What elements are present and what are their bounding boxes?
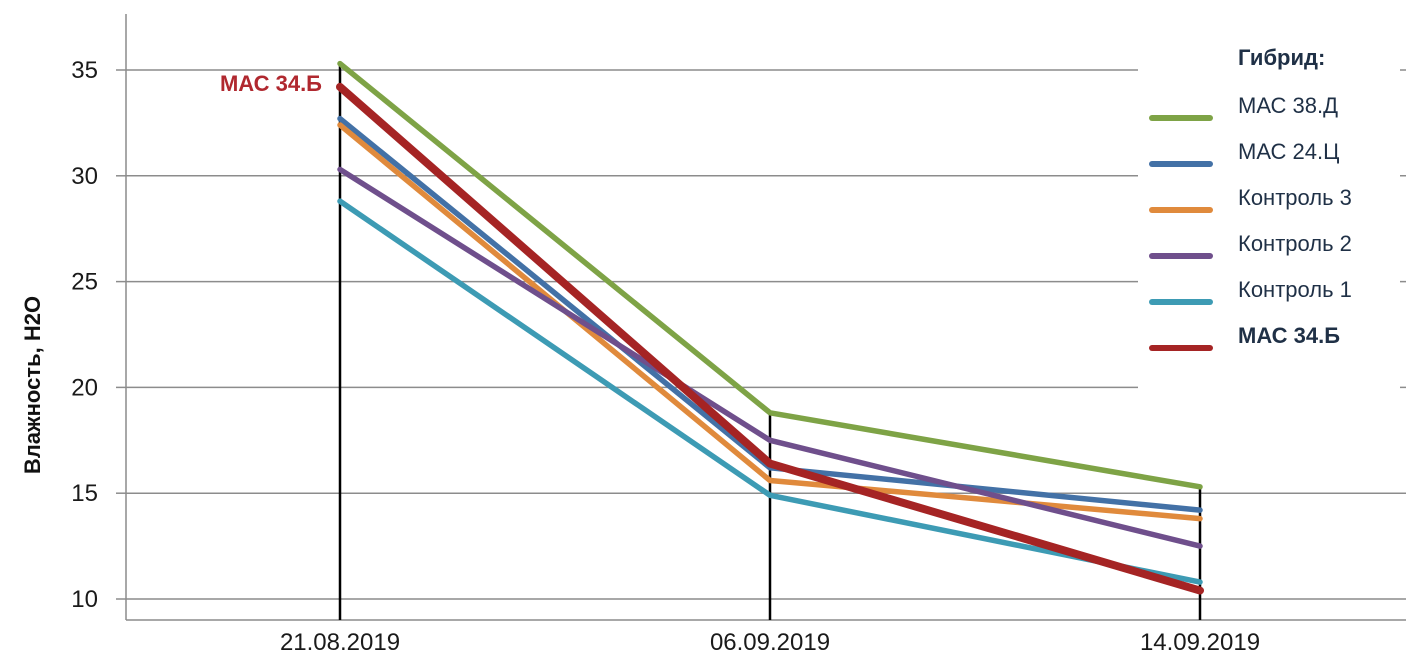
axes — [116, 14, 1406, 621]
x-tick-label: 21.08.2019 — [280, 629, 400, 652]
legend-label: Контроль 1 — [1238, 277, 1352, 302]
x-tick-label: 14.09.2019 — [1140, 629, 1260, 652]
series-line-3 — [337, 166, 1203, 549]
series-line-5 — [336, 82, 1204, 595]
legend-label: Контроль 2 — [1238, 231, 1352, 256]
legend-title: Гибрид: — [1238, 45, 1325, 70]
legend-items: МАС 38.Д МАС 24.Ц Контроль 3 Контроль 2 Конт… — [1149, 93, 1352, 351]
y-tick-labels: 10 15 20 25 30 35 — [71, 57, 98, 613]
y-tick-label: 20 — [71, 374, 98, 401]
x-tick-label: 06.09.2019 — [710, 629, 830, 652]
series-line-2 — [337, 122, 1203, 522]
annotations: МАС 34.Б — [220, 71, 322, 96]
x-tick-labels: 21.08.2019 06.09.2019 14.09.2019 — [280, 629, 1260, 652]
legend-label: Контроль 3 — [1238, 185, 1352, 210]
y-tick-label: 25 — [71, 269, 98, 296]
series-lines — [336, 60, 1204, 595]
legend-label: МАС 24.Ц — [1238, 139, 1339, 164]
y-tick-label: 10 — [71, 586, 98, 613]
y-tick-label: 30 — [71, 163, 98, 190]
series-line-0 — [337, 60, 1203, 490]
series-line-4 — [337, 198, 1203, 585]
y-tick-label: 15 — [71, 480, 98, 507]
y-axis-title: Влажность, H2O — [20, 296, 45, 474]
legend: Гибрид: МАС 38.Д МАС 24.Ц Контроль 3 Контро… — [1138, 22, 1400, 394]
legend-label: МАС 38.Д — [1238, 93, 1338, 118]
y-tick-label: 35 — [71, 57, 98, 84]
series-line-1 — [337, 115, 1203, 513]
annotation-label-0: МАС 34.Б — [220, 71, 322, 96]
legend-label: МАС 34.Б — [1238, 323, 1340, 348]
